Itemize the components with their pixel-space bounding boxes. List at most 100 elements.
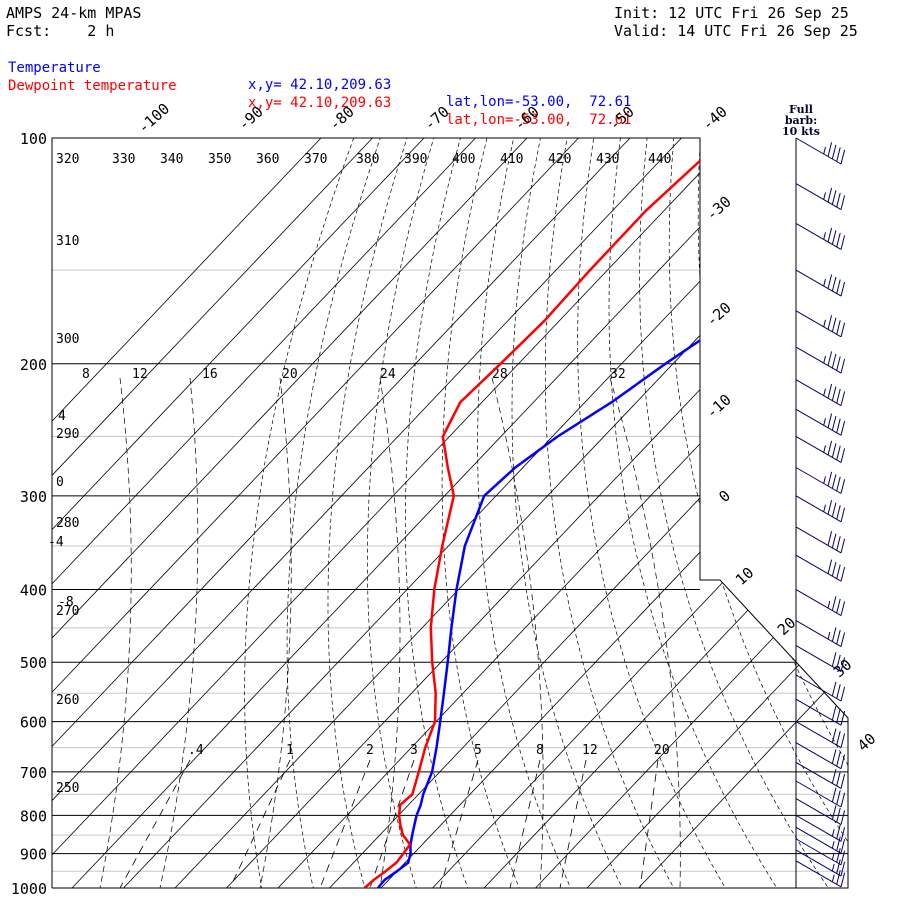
wind-barb xyxy=(795,798,846,826)
mixing-ratio-label: 3 xyxy=(410,743,418,758)
wind-barb xyxy=(795,379,846,407)
dry-adiabat xyxy=(477,138,579,888)
wind-barb-flag xyxy=(827,559,833,574)
dry-adiabat xyxy=(608,138,788,888)
wind-barb-staff xyxy=(795,223,842,250)
moist-adiabat-label: 0 xyxy=(56,475,64,490)
wind-barb xyxy=(795,826,846,854)
dry-adiabat-label: 290 xyxy=(56,427,79,442)
wind-barb-flag xyxy=(840,358,846,374)
wind-barb xyxy=(795,838,846,866)
wind-barb-flag xyxy=(831,533,837,549)
wind-barb-half-flag xyxy=(827,631,831,640)
wind-barb-flag xyxy=(827,351,833,366)
wind-barb-flag xyxy=(836,147,841,162)
mixing-ratio-line xyxy=(439,759,479,888)
wind-barb-half-flag xyxy=(823,355,826,364)
moist-adiabat-label: 8 xyxy=(82,367,90,382)
wind-barb xyxy=(795,554,846,582)
forecast-hour: Fcst: 2 h xyxy=(6,22,115,40)
mixing-ratio-label: 20 xyxy=(654,743,670,758)
wind-barb-flag xyxy=(831,276,837,292)
wind-barb-half-flag xyxy=(823,388,826,396)
wind-barb xyxy=(795,495,846,523)
moist-adiabat-label: -8 xyxy=(58,595,74,610)
wind-barb-flag xyxy=(836,790,841,805)
wind-barb-flag xyxy=(831,443,837,458)
moist-adiabat xyxy=(99,377,132,888)
wind-barb xyxy=(795,849,846,877)
isotherm-label: 40 xyxy=(854,730,879,755)
valid-time: Valid: 14 UTC Fri 26 Sep 25 xyxy=(614,22,858,40)
wind-barb-flag xyxy=(840,632,846,647)
wind-barb-staff xyxy=(795,346,842,374)
wind-barb xyxy=(795,860,846,888)
legend-temperature-latlon: lat,lon=-53.00, 72.61 xyxy=(446,94,632,110)
wind-barb-flag xyxy=(836,824,841,839)
wind-barb-flag xyxy=(831,386,837,401)
wind-barb-flag xyxy=(831,144,837,160)
wind-barb-flag xyxy=(840,235,846,250)
dry-adiabat xyxy=(367,138,435,888)
wind-barb-flag xyxy=(831,627,837,642)
legend-dewpoint-xy: x,y= 42.10,209.63 xyxy=(248,95,392,111)
dry-adiabat-label: 400 xyxy=(452,152,475,167)
wind-barb-flag xyxy=(840,195,846,210)
dry-adiabat-label: 330 xyxy=(112,152,135,167)
wind-barb xyxy=(795,645,846,672)
dry-adiabat xyxy=(244,138,355,888)
wind-barb-flag xyxy=(840,479,846,494)
mixing-ratio-line xyxy=(119,759,191,888)
moist-adiabat xyxy=(491,377,544,888)
wind-barb-half-flag xyxy=(823,192,826,200)
wind-barb-staff xyxy=(795,526,842,554)
wind-barb-staff xyxy=(795,674,842,702)
wind-barb-flag xyxy=(831,596,837,611)
wind-barb-flag xyxy=(836,708,841,723)
isotherm-line xyxy=(380,138,848,888)
moist-adiabat-label: 20 xyxy=(282,367,298,382)
dry-adiabat xyxy=(511,138,631,888)
wind-barb-half-flag xyxy=(823,146,826,155)
moist-adiabat xyxy=(159,377,199,888)
wind-barb-flag xyxy=(840,827,846,842)
wind-barb-staff xyxy=(795,645,842,672)
wind-barb-flag xyxy=(831,749,837,764)
isotherm-line xyxy=(586,138,848,888)
wind-barb-flag xyxy=(836,388,841,404)
isotherm-line xyxy=(52,138,322,888)
wind-barb-flag xyxy=(831,805,837,820)
pressure-tick-label: 700 xyxy=(20,764,47,782)
isotherm-line xyxy=(52,138,579,888)
wind-barb-half-flag xyxy=(823,418,826,426)
pressure-tick-label: 400 xyxy=(20,582,47,600)
dry-adiabat-label: 430 xyxy=(596,152,619,167)
wind-barb-staff xyxy=(795,436,842,463)
moist-adiabat xyxy=(259,377,292,888)
mixing-ratio-label: 12 xyxy=(582,743,598,758)
wind-barb xyxy=(795,589,846,616)
barb-note-line2: 10 kts xyxy=(781,125,821,138)
isotherm-label: -50 xyxy=(606,103,638,135)
wind-barb-flag xyxy=(840,657,846,672)
dry-adiabat-label: 350 xyxy=(208,152,231,167)
isotherm-line xyxy=(52,138,682,888)
isotherm-label: -100 xyxy=(134,100,173,138)
wind-barb-flag xyxy=(831,474,837,489)
mixing-ratio-line xyxy=(319,759,371,888)
dewpoint-line xyxy=(363,138,726,888)
legend-temperature: Temperature x,y= 42.10,209.63 lat,lon=-5… xyxy=(8,43,631,111)
dry-adiabat-label: 340 xyxy=(160,152,183,167)
wind-barb-flag xyxy=(836,320,841,335)
pressure-tick-label: 900 xyxy=(20,846,47,864)
wind-barb-staff xyxy=(795,698,842,726)
wind-barb xyxy=(795,620,846,648)
isotherm-line xyxy=(638,138,848,888)
dry-adiabat xyxy=(833,138,848,888)
dry-adiabat-label: 420 xyxy=(548,152,571,167)
wind-barb-staff xyxy=(795,849,842,877)
moist-adiabat-label: 24 xyxy=(380,367,396,382)
pressure-tick-label: 300 xyxy=(20,488,47,506)
mixing-ratio-line xyxy=(559,759,587,888)
dry-adiabat-label: 280 xyxy=(56,516,79,531)
